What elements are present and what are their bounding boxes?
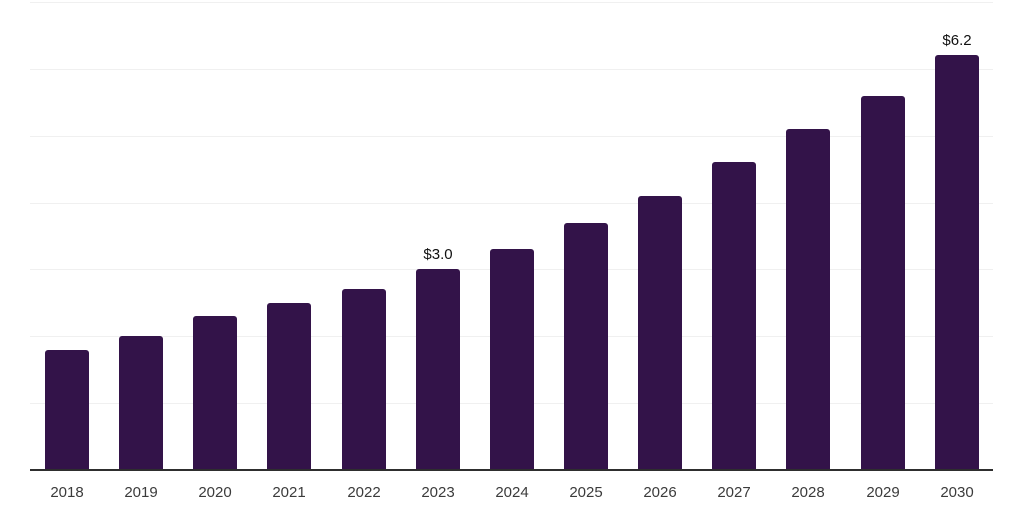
x-axis-label-2027: 2027 <box>717 484 751 501</box>
x-axis-label-2020: 2020 <box>198 484 232 501</box>
x-axis-label-2024: 2024 <box>495 484 529 501</box>
x-axis-label-2021: 2021 <box>272 484 306 501</box>
x-axis-label-2019: 2019 <box>124 484 158 501</box>
x-axis-label-2023: 2023 <box>421 484 455 501</box>
x-axis-label-2025: 2025 <box>569 484 603 501</box>
x-axis-label-2026: 2026 <box>643 484 677 501</box>
gridline <box>30 203 993 204</box>
bar-2019 <box>119 336 163 470</box>
bar-2022 <box>342 289 386 470</box>
bar-2018 <box>45 350 89 470</box>
x-axis-label-2018: 2018 <box>50 484 84 501</box>
x-axis-label-2030: 2030 <box>940 484 974 501</box>
gridline <box>30 136 993 137</box>
bar-2026 <box>638 196 682 470</box>
x-axis-label-2029: 2029 <box>866 484 900 501</box>
data-label-2023: $3.0 <box>423 246 453 263</box>
bar-2023 <box>416 269 460 470</box>
bar-2025 <box>564 223 608 470</box>
bar-2027 <box>712 162 756 470</box>
x-axis-line <box>30 469 993 471</box>
x-axis-label-2028: 2028 <box>791 484 825 501</box>
gridline <box>30 69 993 70</box>
bar-2024 <box>490 249 534 470</box>
bar-2028 <box>786 129 830 470</box>
bar-2030 <box>935 55 979 470</box>
bar-2029 <box>861 96 905 470</box>
data-label-2030: $6.2 <box>942 32 972 49</box>
x-axis-label-2022: 2022 <box>347 484 381 501</box>
gridline <box>30 2 993 3</box>
bar-2021 <box>267 303 311 470</box>
bar-2020 <box>193 316 237 470</box>
